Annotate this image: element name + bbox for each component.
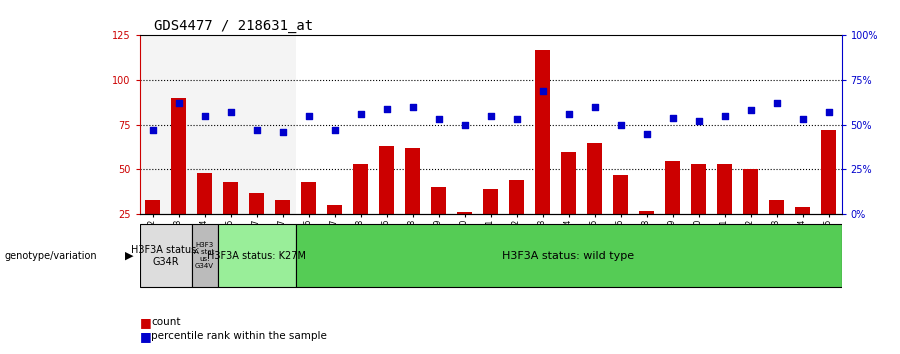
Bar [691, 164, 706, 259]
Bar [562, 152, 576, 259]
Bar [171, 98, 185, 259]
Bar [249, 193, 264, 259]
Point [796, 116, 810, 122]
Bar [275, 200, 290, 259]
Bar [192, 35, 218, 214]
Point [717, 113, 732, 119]
Point [613, 122, 627, 127]
Bar [146, 200, 159, 259]
Bar [223, 182, 238, 259]
Bar [639, 211, 653, 259]
Point [302, 113, 316, 119]
Bar [483, 189, 498, 259]
Point [691, 118, 706, 124]
Bar [140, 35, 166, 214]
Bar [405, 148, 419, 259]
Point [328, 127, 342, 133]
Bar [743, 170, 758, 259]
Bar [536, 50, 550, 259]
Point [249, 127, 264, 133]
Point [483, 113, 498, 119]
Bar [665, 161, 680, 259]
Point [588, 104, 602, 110]
Point [223, 109, 238, 115]
Text: ■: ■ [140, 316, 151, 329]
Bar [166, 35, 192, 214]
FancyBboxPatch shape [295, 224, 842, 287]
Text: H3F3A status: K27M: H3F3A status: K27M [207, 251, 306, 261]
Bar [431, 187, 446, 259]
Bar [588, 143, 602, 259]
Text: H3F3
A stat
us:
G34V: H3F3 A stat us: G34V [194, 242, 215, 269]
Point [562, 111, 576, 117]
Point [536, 88, 550, 94]
Point [275, 129, 290, 135]
FancyBboxPatch shape [140, 224, 192, 287]
Text: H3F3A status:
G34R: H3F3A status: G34R [131, 245, 200, 267]
Bar [770, 200, 784, 259]
Bar [822, 130, 836, 259]
Bar [244, 35, 269, 214]
Text: ■: ■ [140, 330, 151, 343]
Text: genotype/variation: genotype/variation [4, 251, 97, 261]
Point [822, 109, 836, 115]
Bar [197, 173, 211, 259]
Point [171, 101, 185, 106]
Point [354, 111, 368, 117]
Bar [328, 205, 342, 259]
Text: GDS4477 / 218631_at: GDS4477 / 218631_at [154, 19, 312, 33]
Point [743, 108, 758, 113]
Bar [796, 207, 810, 259]
Point [457, 122, 472, 127]
Text: percentile rank within the sample: percentile rank within the sample [151, 331, 327, 341]
Bar [302, 182, 316, 259]
Point [639, 131, 653, 137]
Bar [354, 164, 368, 259]
Bar [509, 180, 524, 259]
Point [770, 101, 784, 106]
Point [145, 127, 159, 133]
Point [379, 106, 393, 112]
FancyBboxPatch shape [218, 224, 295, 287]
Point [509, 116, 524, 122]
Bar [218, 35, 244, 214]
Bar [717, 164, 732, 259]
Text: H3F3A status: wild type: H3F3A status: wild type [502, 251, 634, 261]
Bar [457, 212, 472, 259]
Bar [380, 146, 393, 259]
Bar [614, 175, 627, 259]
Text: ▶: ▶ [125, 251, 133, 261]
Point [405, 104, 419, 110]
Text: count: count [151, 317, 181, 327]
Point [431, 116, 446, 122]
Bar [269, 35, 295, 214]
Point [665, 115, 680, 120]
Point [197, 113, 211, 119]
FancyBboxPatch shape [192, 224, 218, 287]
